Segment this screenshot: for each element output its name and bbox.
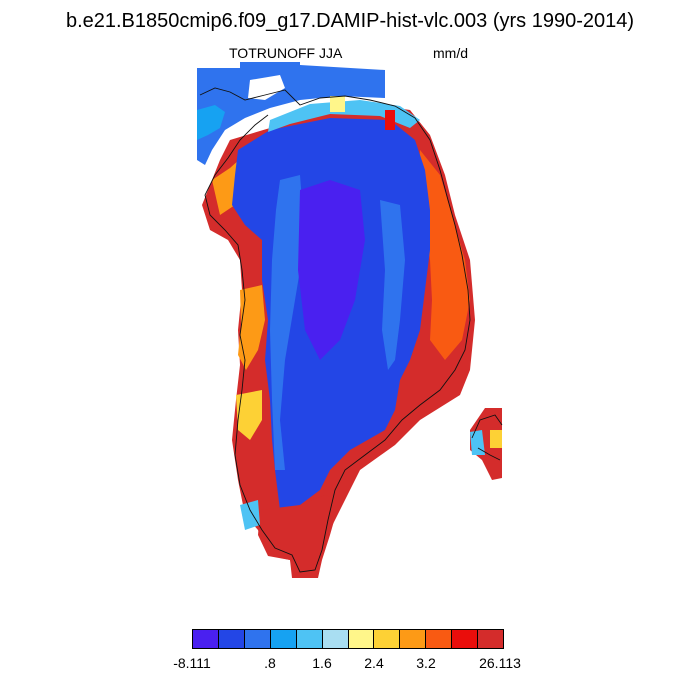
coastline bbox=[199, 87, 471, 573]
variable-label: TOTRUNOFF JJA bbox=[229, 45, 343, 61]
map-region-east-island-yellow bbox=[490, 430, 502, 448]
coastline-island bbox=[471, 414, 503, 461]
map-region-east-island-blue bbox=[470, 430, 485, 455]
map-region-northwest-light bbox=[197, 105, 225, 140]
map-region-west-coast-orange bbox=[238, 285, 265, 370]
colorbar-box-11 bbox=[478, 630, 504, 648]
map-region-north-margin-red bbox=[385, 110, 395, 130]
map-region-southern-light bbox=[240, 500, 260, 530]
map-region-north-margin-yellow bbox=[330, 96, 345, 112]
map-region-north-margin bbox=[268, 100, 420, 132]
colorbar-box-0 bbox=[193, 630, 219, 648]
colorbar-label-4: 3.2 bbox=[416, 655, 436, 671]
colorbar-box-4 bbox=[296, 630, 323, 648]
map-region-ice-sheet-light bbox=[270, 175, 305, 470]
colorbar-label-5: 26.113 bbox=[479, 655, 521, 671]
colorbar-label-0: -8.111 bbox=[173, 655, 211, 671]
map-region-southwest-orange bbox=[236, 390, 262, 440]
map-region-east-coast-orange bbox=[418, 150, 470, 360]
plot-title: b.e21.B1850cmip6.f09_g17.DAMIP-hist-vlc.… bbox=[65, 10, 635, 32]
colorbar-label-1: .8 bbox=[264, 655, 276, 671]
map-region-ice-sheet-core bbox=[298, 180, 365, 360]
colorbar-box-10 bbox=[452, 630, 479, 648]
colorbar-box-6 bbox=[348, 630, 375, 648]
colorbar-box-7 bbox=[374, 630, 401, 648]
colorbar-label-2: 1.6 bbox=[312, 655, 332, 671]
colorbar-box-8 bbox=[400, 630, 427, 648]
colorbar-box-2 bbox=[244, 630, 271, 648]
colorbar-box-9 bbox=[426, 630, 453, 648]
map-region-ice-sheet-east-light bbox=[380, 200, 405, 370]
map-region-northwest-white bbox=[248, 75, 285, 100]
colorbar-box-1 bbox=[218, 630, 245, 648]
colorbar-box-3 bbox=[270, 630, 297, 648]
colorbar-label-3: 2.4 bbox=[364, 655, 384, 671]
map-region-east-island bbox=[470, 408, 502, 480]
colorbar-box-5 bbox=[322, 630, 349, 648]
colorbar bbox=[192, 629, 504, 649]
map-region-northwest bbox=[197, 62, 385, 165]
units-label: mm/d bbox=[433, 45, 468, 61]
